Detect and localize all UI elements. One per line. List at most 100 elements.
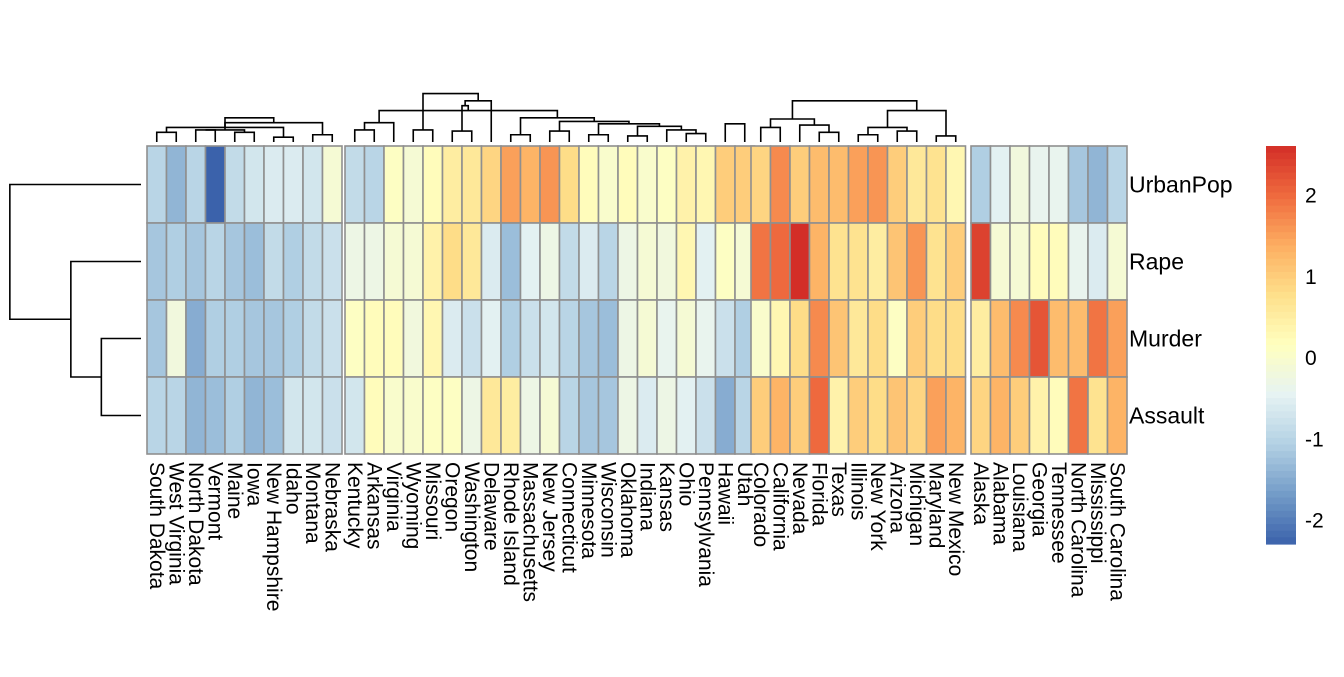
heatmap-cell [480,299,502,378]
heatmap-cell [750,222,772,301]
heatmap-cell [847,376,869,455]
column-label: Maine [223,462,246,519]
column-label: Wisconsin [596,462,619,558]
column-label: Iowa [242,462,265,507]
column-label: Georgia [1027,462,1050,537]
heatmap-cell [1106,145,1128,224]
heatmap-cell [847,145,869,224]
legend-color-step [1266,218,1296,227]
heatmap-cell [970,376,992,455]
column-dendrogram-branch [224,117,275,128]
row-dendrogram-branch [100,337,141,417]
legend-color-step [1266,384,1296,393]
heatmap-cell [578,145,600,224]
heatmap-cell [617,145,639,224]
legend-color-step [1266,530,1296,538]
legend-color-step [1266,345,1296,353]
column-label: Oklahoma [616,462,639,558]
legend-color-step [1266,146,1296,154]
legend-color-step [1266,398,1296,406]
heatmap-cell [1028,376,1050,455]
heatmap-cell [750,145,772,224]
heatmap-cell [185,376,207,455]
heatmap-cell [1028,299,1050,378]
heatmap-cell [636,222,658,301]
heatmap-cell [224,376,246,455]
heatmap-cell [441,145,463,224]
legend-color-step [1266,371,1296,379]
heatmap-cell [558,222,580,301]
legend-color-step [1266,451,1296,459]
column-label: California [768,462,791,551]
heatmap-cell [224,145,246,224]
legend-color-step [1266,424,1296,432]
heatmap-cell [344,299,366,378]
legend-color-step [1266,325,1296,333]
column-label: South Carolina [1105,462,1128,601]
heatmap-cell [461,222,483,301]
heatmap-cell [675,376,697,455]
heatmap-cell [402,376,424,455]
column-label: New Hampshire [262,462,285,611]
legend-color-step [1266,252,1296,260]
row-label: Assault [1129,403,1205,429]
heatmap-cell [165,222,187,301]
heatmap-cell [422,376,444,455]
heatmap-cell [906,222,928,301]
heatmap-cell [1067,145,1089,224]
column-dendrogram-branch [353,129,376,142]
column-dendrogram-branch [363,121,395,142]
heatmap-cell [617,299,639,378]
row-dendrogram-branch [70,260,141,378]
heatmap-cell [1106,376,1128,455]
heatmap-cell [867,376,889,455]
heatmap-cell [204,222,226,301]
heatmap-cell [714,222,736,301]
column-label: Texas [827,462,850,517]
heatmap-cell [321,145,343,224]
heatmap-cell [204,299,226,378]
row-label: Rape [1129,249,1184,275]
heatmap-cell [925,376,947,455]
heatmap-cell [886,145,908,224]
column-label: New Mexico [944,462,967,576]
column-dendrogram-branch [857,133,879,142]
column-dendrogram-branch [451,130,473,142]
heatmap-cell [636,145,658,224]
heatmap-cell [383,299,405,378]
heatmap-cell [867,222,889,301]
legend-color-step [1266,444,1296,452]
heatmap-cell [519,145,541,224]
heatmap-cell [808,145,830,224]
heatmap-cell [828,222,850,301]
heatmap-cell [539,376,561,455]
column-dendrogram-branch [155,131,178,142]
column-dendrogram-branch [587,133,610,142]
column-dendrogram-branch [769,118,816,128]
heatmap-cell [925,299,947,378]
legend-color-step [1266,524,1296,532]
heatmap-cell [1106,222,1128,301]
legend-color-step [1266,477,1296,485]
column-label: Kansas [655,462,678,532]
heatmap-cell [808,299,830,378]
column-dendrogram-branch [378,109,559,123]
heatmap-cell [146,299,168,378]
heatmap-cell [1106,299,1128,378]
heatmap-cell [769,145,791,224]
heatmap-cell [1067,299,1089,378]
heatmap-cell [422,222,444,301]
column-label: Colorado [749,462,772,547]
heatmap-cell [695,376,717,455]
legend-color-step [1266,305,1296,313]
heatmap-cell [597,299,619,378]
legend-color-step [1266,298,1296,306]
heatmap-cell [321,376,343,455]
heatmap-cell [789,376,811,455]
column-label: Illinois [846,462,869,520]
heatmap-cell [146,376,168,455]
legend-color-step [1266,258,1296,266]
column-label: Louisiana [1008,462,1031,552]
column-label: Alabama [988,462,1011,545]
legend-tick-label: 1 [1305,266,1317,289]
